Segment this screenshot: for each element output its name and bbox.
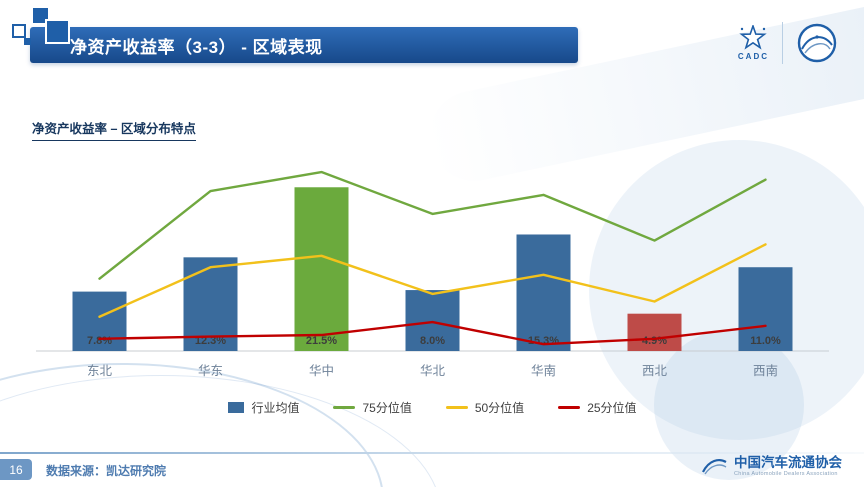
bar-华中 [294,187,349,351]
legend-label: 25分位值 [587,401,637,415]
legend-swatch [445,406,468,409]
bar-value-label: 21.5% [306,335,337,347]
roe-region-chart: 7.8% 12.3% 21.5% 8.0% 15.3% 4.9% 11.0%东北 华东 华中 华北… [36,170,829,378]
logo-divider [782,22,783,64]
chart-title: 净资产收益率 – 区域分布特点 [32,118,196,141]
association-emblem-icon [797,23,837,63]
x-axis-label: 西南 [753,363,778,378]
x-axis-label: 西北 [642,364,668,378]
header-logos: CADC [738,22,838,64]
legend-label: 75分位值 [362,401,412,415]
bar-华南 [516,234,571,351]
source-note: 数据来源：凯达研究院 [46,464,167,478]
association-logo: 中国汽车流通协会 China Automobile Dealers Associ… [701,455,842,477]
x-axis-label: 华中 [309,363,334,378]
line-series [98,243,767,318]
chart-card: 净资产收益率 – 区域分布特点 7.8% 12.3% 21.5% 8.0% 15.3% 4… [30,118,835,416]
x-axis-label: 东北 [87,364,113,378]
line-series [98,170,767,280]
association-text: 中国汽车流通协会 China Automobile Dealers Associ… [734,455,842,477]
legend-swatch [333,406,356,409]
corner-square-decoration [12,24,26,38]
legend-label: 行业均值 [251,401,300,415]
chart-legend: 行业均值 75分位值 50分位值 25分位值 [30,399,835,416]
x-axis-label: 华南 [531,363,556,378]
bar-华北 [405,290,460,351]
legend-swatch [558,406,581,409]
x-axis-label: 华东 [198,363,223,378]
cadc-label: CADC [737,52,769,61]
legend-item: 行业均值 [228,399,299,416]
legend-item: 50分位值 [445,399,525,416]
bar-value-label: 11.0% [750,335,781,347]
footer-divider [0,452,864,454]
page-title: 净资产收益率（3-3） - 区域表现 [70,37,323,57]
page-number: 16 [0,459,32,480]
bar-value-label: 12.3% [195,335,226,347]
association-subtitle: China Automobile Dealers Association [734,470,838,477]
corner-square-decoration [47,21,68,42]
legend-swatch [228,402,245,413]
bar-西北 [627,313,682,351]
corner-square-decoration [33,8,48,23]
association-swoosh-icon [702,459,727,475]
slide-title-bar: 净资产收益率（3-3） - 区域表现 [30,27,578,63]
bar-value-label: 7.8% [87,335,112,347]
bar-value-label: 8.0% [420,335,445,347]
line-series [98,320,767,346]
cadc-star-icon [739,25,768,50]
bar-西南 [738,267,793,351]
legend-item: 25分位值 [558,399,637,416]
x-axis-label: 华北 [420,363,446,378]
corner-square-decoration [24,38,31,45]
association-name: 中国汽车流通协会 [734,455,842,470]
legend-item: 75分位值 [333,399,412,416]
legend-label: 50分位值 [474,401,525,415]
cadc-logo: CADC [738,25,769,61]
bar-东北 [72,291,127,351]
